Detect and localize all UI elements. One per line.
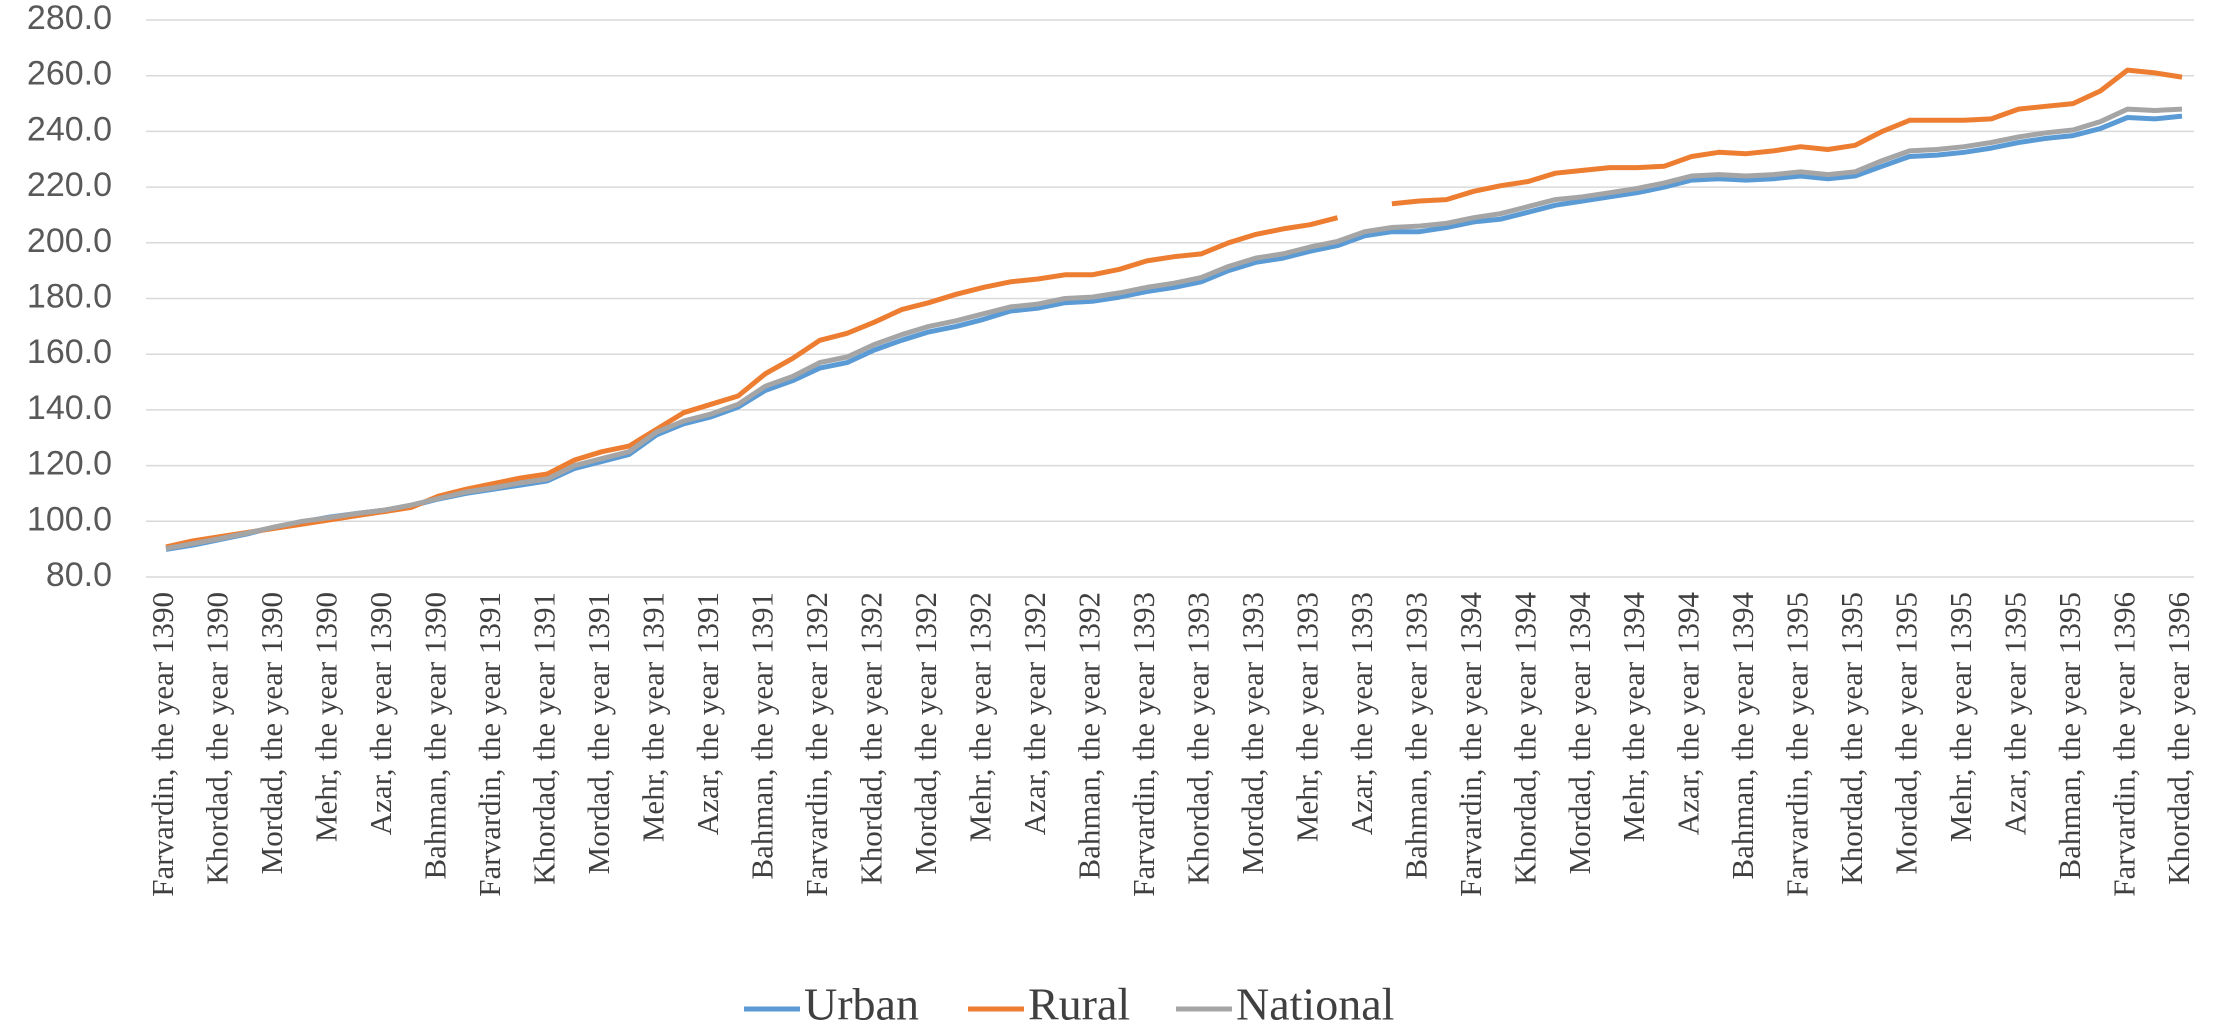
line-series: [165, 113, 2183, 552]
x-tick-label: Mordad, the year 1392: [908, 592, 943, 874]
x-tick-label: Farvardin, the year 1392: [799, 592, 834, 897]
y-tick-label: 220.0: [27, 166, 112, 204]
x-tick-label: Bahman, the year 1395: [2052, 592, 2087, 880]
x-tick-label: Farvardin, the year 1390: [145, 592, 180, 897]
x-tick-label: Azar, the year 1391: [690, 592, 725, 835]
x-tick-label: Farvardin, the year 1391: [472, 592, 507, 897]
x-tick-label: Mordad, the year 1390: [254, 592, 289, 874]
y-tick-label: 260.0: [27, 55, 112, 93]
x-tick-label: Mehr, the year 1391: [635, 592, 670, 842]
x-tick-label: Mordad, the year 1394: [1562, 592, 1597, 875]
x-tick-label: Khordad, the year 1395: [1834, 592, 1869, 885]
y-tick-label: 160.0: [27, 333, 112, 371]
x-tick-label: Farvardin, the year 1393: [1126, 592, 1161, 897]
x-tick-label: Mordad, the year 1393: [1235, 592, 1270, 874]
x-tick-label: Khordad, the year 1391: [527, 592, 562, 885]
x-tick-label: Azar, the year 1390: [363, 592, 398, 835]
x-tick-label: Mehr, the year 1395: [1943, 592, 1978, 842]
x-tick-label: Khordad, the year 1396: [2161, 592, 2196, 885]
x-tick-label: Khordad, the year 1390: [200, 592, 235, 885]
x-tick-label: Khordad, the year 1394: [1507, 592, 1542, 885]
y-tick-label: 120.0: [27, 445, 112, 483]
x-tick-label: Mehr, the year 1394: [1616, 592, 1651, 843]
x-tick-label: Farvardin, the year 1396: [2107, 592, 2142, 897]
y-tick-label: 140.0: [27, 389, 112, 427]
y-tick-label: 80.0: [46, 556, 112, 594]
x-tick-label: Bahman, the year 1393: [1398, 592, 1433, 880]
legend-label: Rural: [1028, 979, 1130, 1030]
line-series: [165, 67, 2183, 550]
x-tick-label: Mehr, the year 1393: [1289, 592, 1324, 842]
x-tick-label: Mehr, the year 1390: [309, 592, 344, 842]
x-tick-label: Farvardin, the year 1395: [1780, 592, 1815, 897]
y-tick-label: 280.0: [27, 0, 112, 37]
x-tick-label: Bahman, the year 1390: [418, 592, 453, 880]
x-tick-label: Khordad, the year 1393: [1180, 592, 1215, 885]
y-tick-label: 200.0: [27, 222, 112, 260]
legend-label: National: [1236, 979, 1394, 1030]
x-tick-label: Azar, the year 1394: [1671, 592, 1706, 836]
x-tick-label: Azar, the year 1392: [1017, 592, 1052, 835]
line-series: [165, 106, 2183, 552]
x-tick-label: Bahman, the year 1394: [1725, 592, 1760, 880]
x-tick-label: Mordad, the year 1391: [581, 592, 616, 874]
y-tick-label: 180.0: [27, 277, 112, 315]
x-tick-label: Bahman, the year 1392: [1071, 592, 1106, 880]
x-tick-label: Khordad, the year 1392: [853, 592, 888, 885]
x-tick-label: Bahman, the year 1391: [744, 592, 779, 880]
x-tick-label: Mordad, the year 1395: [1889, 592, 1924, 874]
x-tick-label: Mehr, the year 1392: [962, 592, 997, 842]
x-tick-label: Farvardin, the year 1394: [1453, 592, 1488, 897]
x-tick-label: Azar, the year 1393: [1344, 592, 1379, 835]
y-tick-label: 100.0: [27, 500, 112, 538]
y-tick-label: 240.0: [27, 110, 112, 148]
x-tick-label: Azar, the year 1395: [1998, 592, 2033, 835]
legend-label: Urban: [804, 979, 919, 1030]
